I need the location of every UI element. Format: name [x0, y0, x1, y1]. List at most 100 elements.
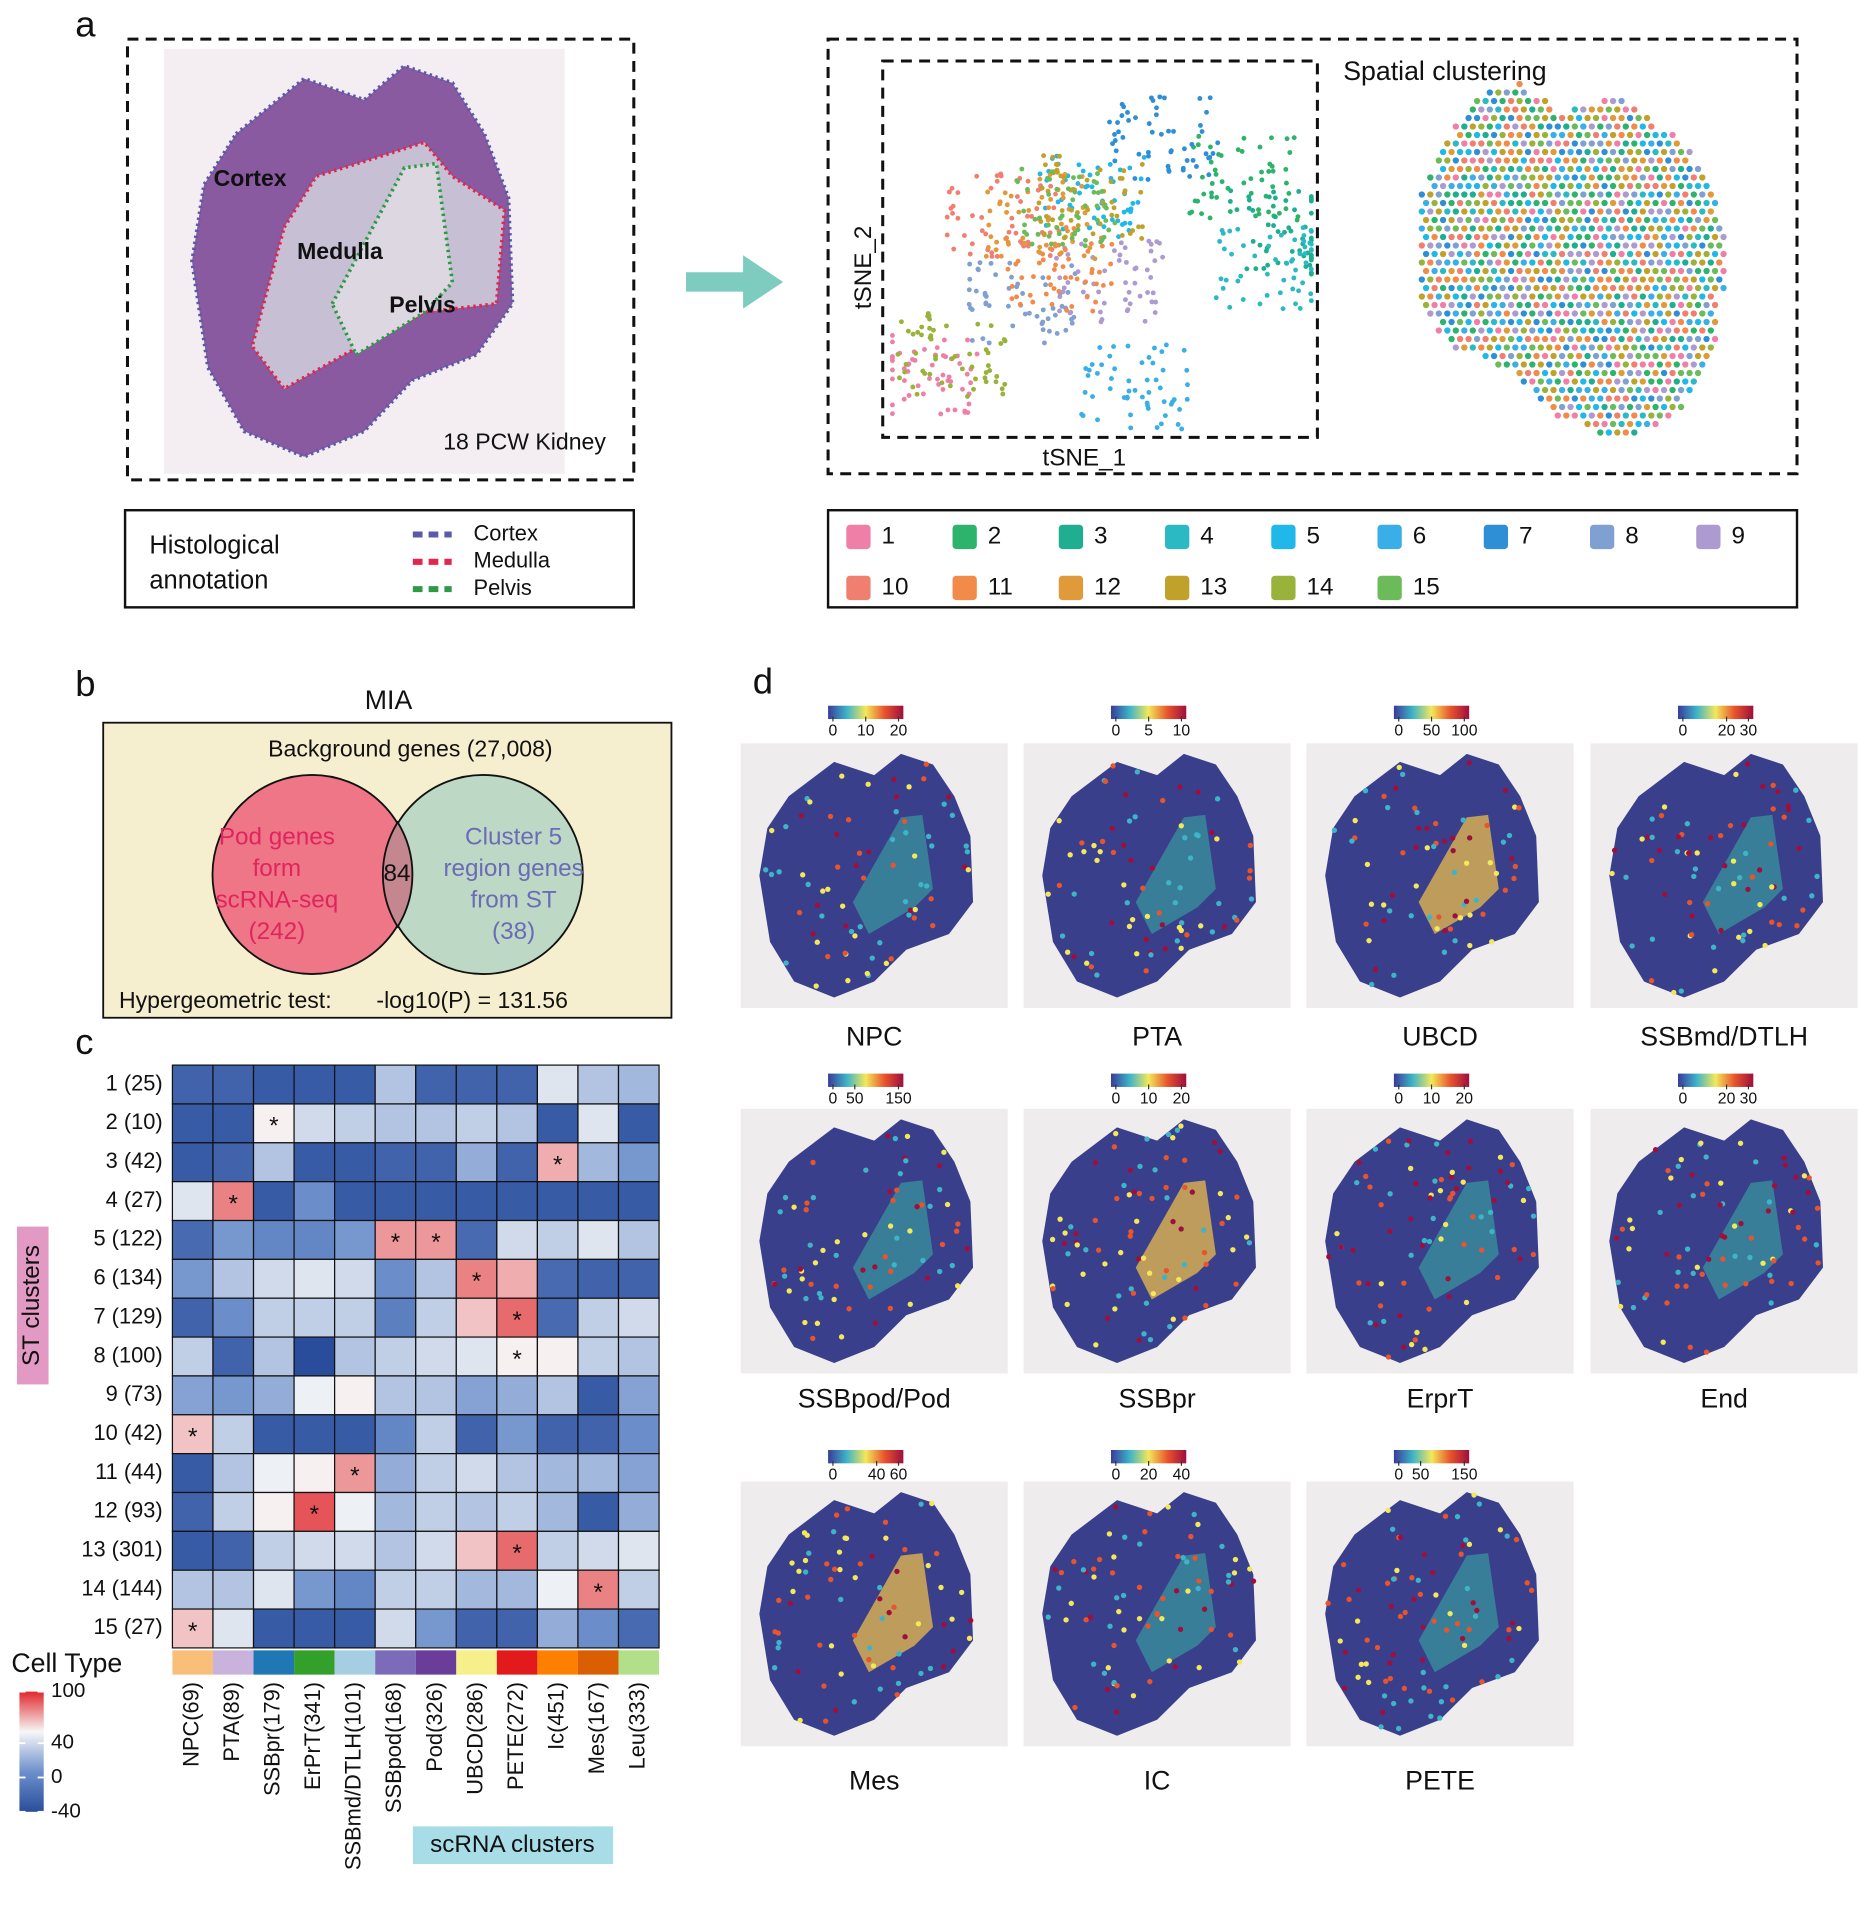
- map-spot: [1230, 1247, 1235, 1252]
- map-spot: [1352, 818, 1357, 823]
- heatmap-cell: [254, 1298, 295, 1337]
- spatial-spot: [1631, 310, 1637, 316]
- spatial-spot: [1682, 293, 1688, 299]
- spatial-spot: [1631, 395, 1637, 401]
- map-spot: [1492, 1198, 1497, 1203]
- map-spot: [1148, 952, 1153, 957]
- cell-label: *: [391, 1229, 401, 1256]
- spatial-spot: [1461, 344, 1467, 350]
- spatial-spot: [1470, 310, 1476, 316]
- tsne-point: [966, 402, 971, 407]
- spatial-spot: [1482, 234, 1488, 240]
- spatial-spot: [1712, 319, 1718, 325]
- map-spot: [1375, 1645, 1380, 1650]
- spatial-spot: [1691, 310, 1697, 316]
- spatial-spot: [1601, 336, 1607, 342]
- spatial-spot: [1584, 353, 1590, 359]
- spatial-spot: [1618, 285, 1624, 291]
- tsne-point: [1009, 216, 1014, 221]
- map-spot: [1431, 1216, 1436, 1221]
- tsne-point: [965, 338, 970, 343]
- panel-title: Spatial clustering: [1343, 56, 1546, 86]
- spatial-spot: [1436, 327, 1442, 333]
- spatial-spot: [1538, 293, 1544, 299]
- map-spot: [1212, 1140, 1217, 1145]
- map-spot: [858, 924, 863, 929]
- heatmap-cell: [335, 1065, 376, 1104]
- tsne-point: [1088, 173, 1093, 178]
- map-spot: [849, 929, 854, 934]
- spatial-spot: [1563, 191, 1569, 197]
- spatial-spot: [1453, 123, 1459, 129]
- map-spot: [937, 1163, 942, 1168]
- tsne-point: [1138, 190, 1143, 195]
- heatmap-cell: [335, 1376, 376, 1415]
- spatial-spot: [1614, 259, 1620, 265]
- spatial-spot: [1555, 395, 1561, 401]
- tsne-point: [1164, 343, 1169, 348]
- spatial-spot: [1529, 378, 1535, 384]
- tsne-point: [1145, 378, 1150, 383]
- spatial-spot: [1504, 276, 1510, 282]
- spatial-spot: [1682, 276, 1688, 282]
- spatial-spot: [1555, 378, 1561, 384]
- map-spot: [1113, 1131, 1118, 1136]
- map-spot: [1450, 1170, 1455, 1175]
- tsne-point: [933, 357, 938, 362]
- map-spot: [893, 1136, 898, 1141]
- tsne-point: [940, 380, 945, 385]
- spatial-spot: [1661, 285, 1667, 291]
- y-tick-label: 1 (25): [106, 1070, 163, 1095]
- tsne-point: [1151, 98, 1156, 103]
- tsne-point: [1229, 252, 1234, 257]
- tsne-point: [1037, 245, 1042, 250]
- map-spot: [1618, 1304, 1623, 1309]
- map-spot: [945, 1202, 950, 1207]
- map-spot: [1083, 1617, 1088, 1622]
- spatial-spot: [1567, 302, 1573, 308]
- map-spot: [1747, 929, 1752, 934]
- spatial-spot: [1474, 115, 1480, 121]
- spatial-spot: [1474, 285, 1480, 291]
- spatial-spot: [1703, 268, 1709, 274]
- map-spot: [776, 1598, 781, 1603]
- spatial-spot: [1457, 319, 1463, 325]
- spatial-spot: [1546, 310, 1552, 316]
- venn-background: Background genes (27,008): [268, 736, 552, 762]
- spatial-spot: [1525, 98, 1531, 104]
- heatmap-cell: [416, 1298, 457, 1337]
- map-spot: [1210, 929, 1215, 934]
- spatial-spot: [1542, 336, 1548, 342]
- map-spot: [902, 1634, 907, 1639]
- spatial-spot: [1618, 268, 1624, 274]
- spatial-spot: [1597, 242, 1603, 248]
- spatial-spot: [1533, 132, 1539, 138]
- spatial-spot: [1538, 123, 1544, 129]
- spatial-spot: [1644, 353, 1650, 359]
- map-spot: [1507, 833, 1512, 838]
- x-tick-label: ErPrT(341): [300, 1682, 325, 1790]
- spatial-spot: [1644, 183, 1650, 189]
- spatial-spot: [1691, 293, 1697, 299]
- map-spot: [1452, 870, 1457, 875]
- spatial-spot: [1436, 174, 1442, 180]
- tsne-point: [1062, 235, 1067, 240]
- map-spot: [1783, 1162, 1788, 1167]
- map-spot: [1400, 850, 1405, 855]
- spatial-spot: [1453, 174, 1459, 180]
- spatial-spot: [1563, 259, 1569, 265]
- tsne-point: [895, 352, 900, 357]
- map-spot: [883, 1520, 888, 1525]
- tsne-point: [1185, 397, 1190, 402]
- spatial-spot: [1674, 242, 1680, 248]
- tsne-point: [1090, 309, 1095, 314]
- spatial-spot: [1436, 191, 1442, 197]
- heatmap-cell: [497, 1570, 538, 1609]
- spatial-spot: [1470, 123, 1476, 129]
- spatial-spot: [1559, 251, 1565, 257]
- spatial-spot: [1703, 353, 1709, 359]
- spatial-spot: [1529, 140, 1535, 146]
- tsne-point: [1044, 292, 1049, 297]
- spatial-spot: [1614, 208, 1620, 214]
- spatial-spot: [1678, 217, 1684, 223]
